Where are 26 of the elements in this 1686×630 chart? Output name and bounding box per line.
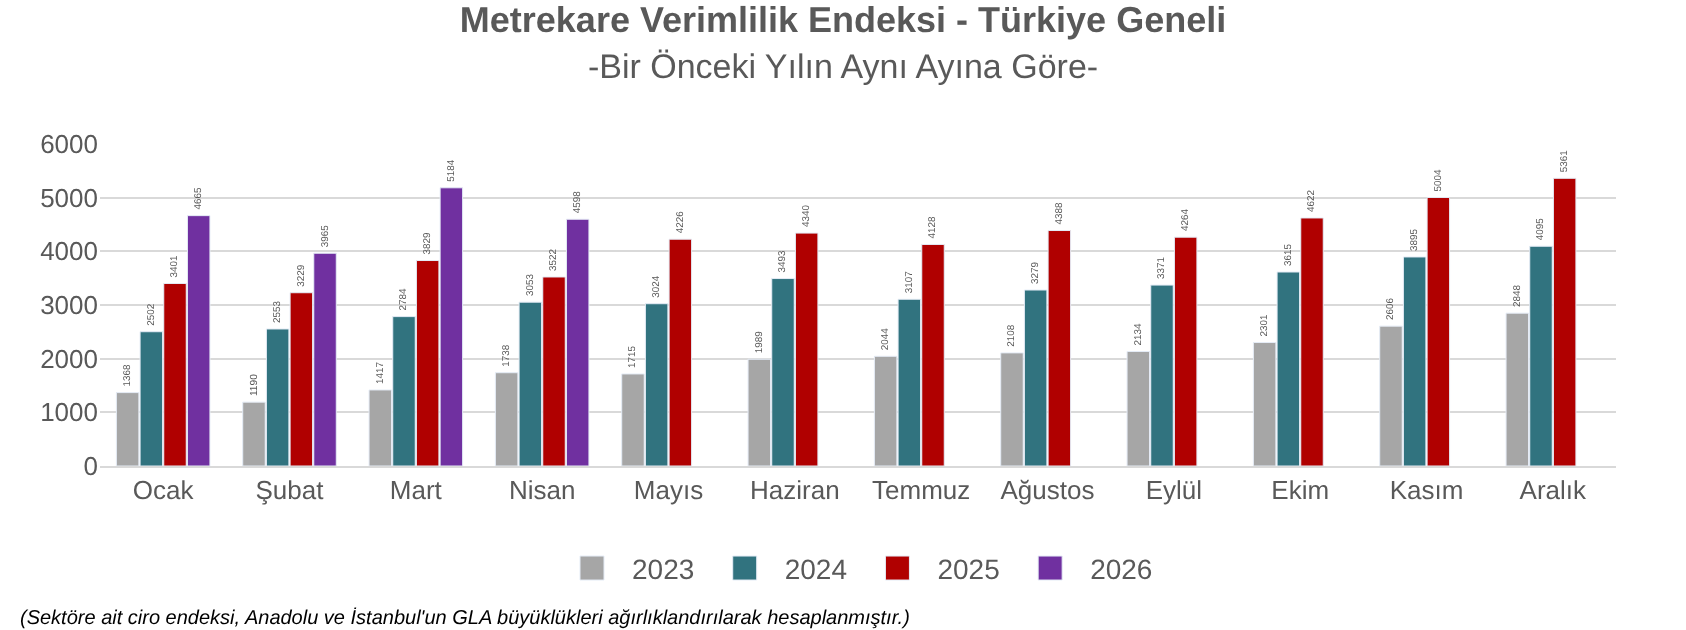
- y-tick-label: 6000: [40, 129, 98, 160]
- x-tick-label: Mart: [389, 475, 443, 506]
- x-tick-label: Şubat: [255, 475, 325, 506]
- chart-title: Metrekare Verimlilik Endeksi - Türkiye Geneli: [459, 0, 1227, 40]
- legend-label: 2023: [632, 552, 695, 585]
- chart-subtitle: -Bir Önceki Yılın Aynı Ayına Göre-: [587, 48, 1099, 87]
- x-tick-label: Ekim: [1271, 475, 1330, 506]
- y-tick-label: 5000: [40, 182, 98, 213]
- x-tick-label: Mayıs: [633, 475, 705, 506]
- x-tick-label: Eylül: [1145, 475, 1203, 506]
- y-tick-label: 0: [83, 451, 98, 482]
- legend-label: 2024: [784, 552, 848, 585]
- x-tick-label: Temmuz: [872, 475, 971, 506]
- x-tick-label: Ocak: [132, 475, 195, 506]
- y-tick-label: 1000: [40, 397, 98, 428]
- y-tick-label: 2000: [40, 343, 98, 374]
- legend-label: 2026: [1090, 552, 1153, 585]
- text: (Sektöre ait ciro endeksi, Anadolu ve İstanbul'un GLA büyüklükleri ağırlıklandırılarak hesaplanmıştır.): [20, 606, 910, 630]
- x-tick-label: Aralık: [1519, 475, 1588, 506]
- x-tick-label: Ağustos: [1000, 475, 1096, 506]
- y-tick-label: 4000: [40, 236, 98, 267]
- x-tick-label: Kasım: [1389, 475, 1464, 506]
- x-tick-label: Haziran: [750, 475, 840, 506]
- legend-label: 2025: [937, 552, 1001, 585]
- x-tick-label: Nisan: [508, 475, 576, 506]
- y-tick-label: 3000: [40, 290, 98, 321]
